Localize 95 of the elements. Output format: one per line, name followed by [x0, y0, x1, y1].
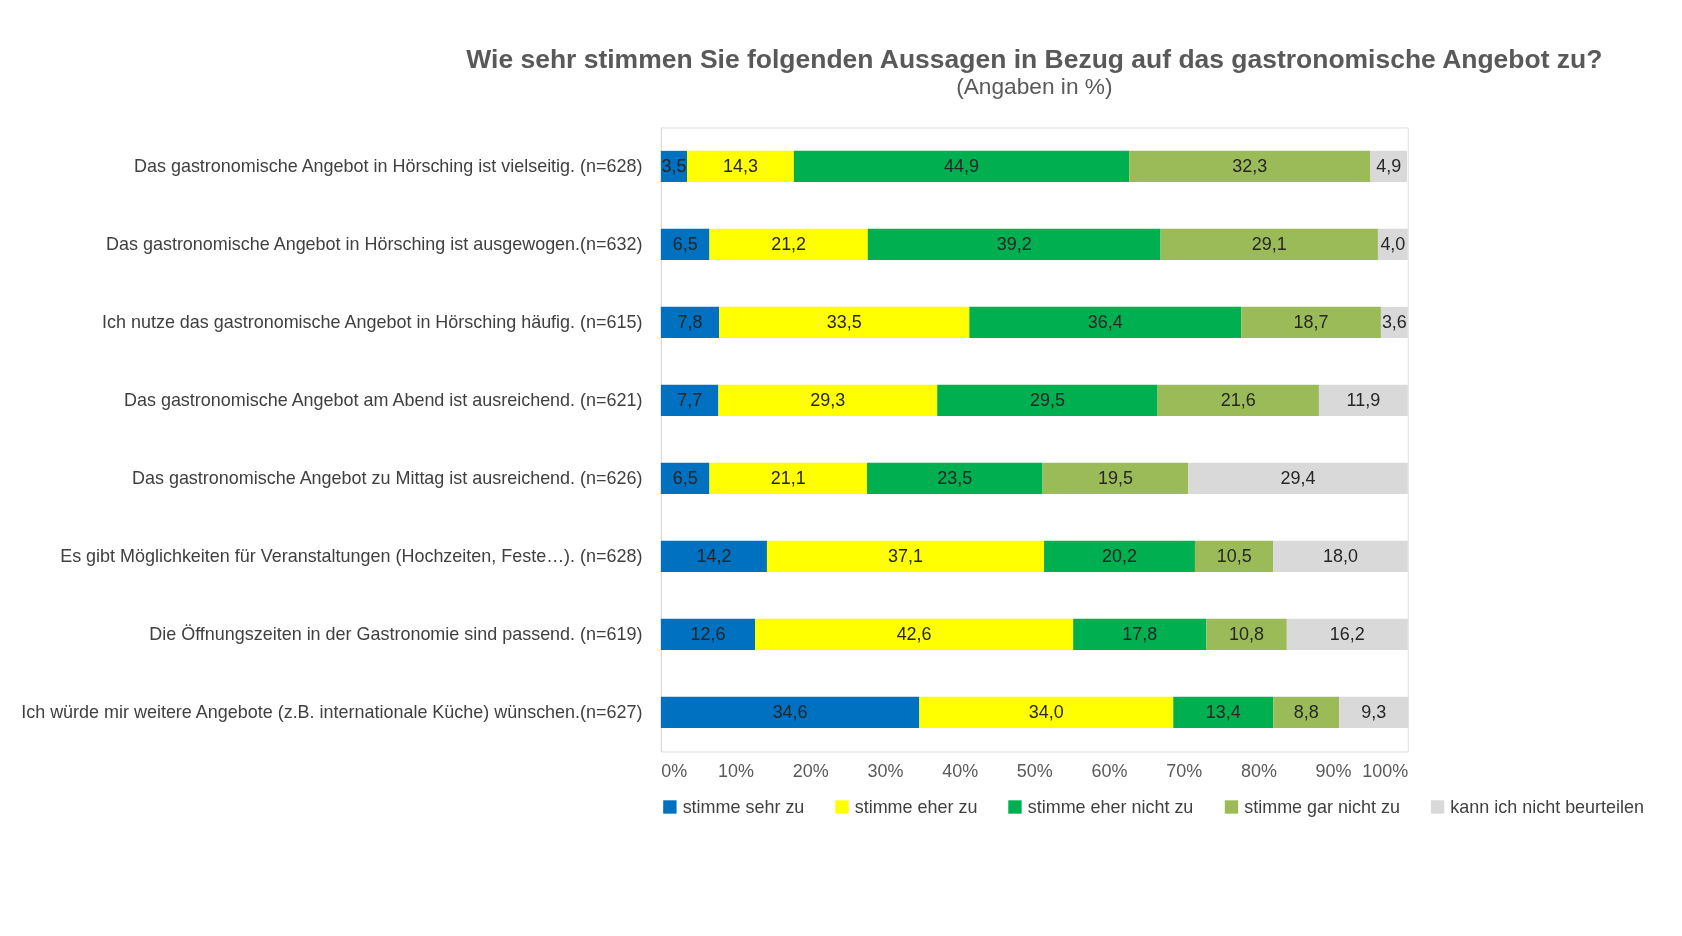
- bar: [793, 150, 1130, 183]
- bar: [867, 462, 1043, 495]
- data-label: 32,3: [1232, 156, 1268, 177]
- data-label: 21,2: [771, 234, 807, 255]
- data-label: 3,6: [1381, 312, 1407, 333]
- x-tick-label: 100%: [1362, 761, 1409, 782]
- data-label: 19,5: [1097, 468, 1133, 489]
- data-label: 18,7: [1293, 312, 1329, 333]
- bar: [1157, 384, 1319, 417]
- x-tick-label: 70%: [1166, 761, 1203, 782]
- data-label: 6,5: [672, 468, 698, 489]
- data-label: 10,5: [1216, 546, 1252, 567]
- bar: [709, 462, 868, 495]
- bar: [919, 696, 1174, 729]
- data-label: 13,4: [1205, 702, 1241, 723]
- y-tick-label: Das gastronomische Angebot zu Mittag ist ausreichend. (n=626): [131, 468, 643, 489]
- y-tick-label: Ich nutze das gastronomische Angebot in Hörsching häufig. (n=615): [102, 312, 643, 333]
- data-label: 29,4: [1280, 468, 1316, 489]
- x-tick-label: 40%: [942, 761, 979, 782]
- legend-label: stimme sehr zu: [682, 796, 805, 817]
- x-tick-label: 80%: [1240, 761, 1277, 782]
- data-label: 21,6: [1220, 390, 1256, 411]
- data-label: 9,3: [1361, 702, 1387, 723]
- bar: [766, 540, 1045, 573]
- bar: [660, 306, 720, 339]
- data-label: 36,4: [1087, 312, 1123, 333]
- bar: [1173, 696, 1274, 729]
- chart-title: Wie sehr stimmen Sie folgenden Aussagen in Bezug auf das gastronomische Angebot zu?: [466, 43, 1603, 74]
- legend-label: stimme eher zu: [854, 796, 978, 817]
- y-tick-label: Das gastronomische Angebot in Hörsching ist ausgewogen.(n=632): [106, 234, 643, 255]
- legend-label: stimme gar nicht zu: [1244, 796, 1400, 817]
- bar: [937, 384, 1158, 417]
- data-label: 29,5: [1029, 390, 1065, 411]
- y-tick-label: Ich würde mir weitere Angebote (z.B. internationale Küche) wünschen.(n=627): [21, 702, 643, 723]
- data-label: 10,8: [1229, 624, 1264, 645]
- data-label: 4,0: [1380, 234, 1406, 255]
- bar: [867, 228, 1161, 261]
- data-label: 6,5: [672, 234, 698, 255]
- data-label: 3,5: [661, 156, 687, 177]
- chart-subtitle: (Angaben in %): [956, 73, 1113, 100]
- data-label: 34,6: [772, 702, 808, 723]
- data-label: 14,3: [722, 156, 758, 177]
- data-label: 29,1: [1251, 234, 1287, 255]
- data-label: 34,0: [1028, 702, 1064, 723]
- x-tick-label: 90%: [1315, 761, 1352, 782]
- data-label: 7,7: [677, 390, 703, 411]
- data-label: 7,8: [677, 312, 703, 333]
- bar: [1129, 150, 1371, 183]
- bar: [1206, 618, 1287, 651]
- x-tick-label: 60%: [1091, 761, 1128, 782]
- bar: [1042, 462, 1189, 495]
- bar: [660, 618, 755, 651]
- data-label: 33,5: [826, 312, 862, 333]
- bar: [1273, 696, 1340, 729]
- bar: [1160, 228, 1378, 261]
- bar: [719, 306, 970, 339]
- data-label: 14,2: [696, 546, 732, 567]
- bar: [718, 384, 938, 417]
- x-tick-label: 50%: [1016, 761, 1053, 782]
- data-label: 16,2: [1329, 624, 1365, 645]
- data-label: 29,3: [810, 390, 846, 411]
- data-label: 21,1: [770, 468, 806, 489]
- bar: [755, 618, 1074, 651]
- y-tick-label: Die Öffnungszeiten in der Gastronomie sind passend. (n=619): [149, 624, 643, 645]
- data-label: 17,8: [1122, 624, 1158, 645]
- y-tick-label: Das gastronomische Angebot am Abend ist ausreichend. (n=621): [123, 390, 643, 411]
- bar: [1241, 306, 1381, 339]
- y-tick-label: Es gibt Möglichkeiten für Veranstaltungen (Hochzeiten, Feste…). (n=628): [60, 546, 643, 567]
- data-label: 39,2: [996, 234, 1032, 255]
- x-tick-label: 30%: [867, 761, 904, 782]
- bar: [709, 228, 868, 261]
- data-label: 11,9: [1346, 390, 1381, 411]
- bar: [687, 150, 794, 183]
- data-label: 44,9: [944, 156, 980, 177]
- legend-label: kann ich nicht beurteilen: [1450, 796, 1644, 817]
- data-label: 20,2: [1102, 546, 1137, 567]
- data-label: 12,6: [690, 624, 726, 645]
- bar: [969, 306, 1242, 339]
- bar: [660, 540, 767, 573]
- bar: [1194, 540, 1274, 573]
- bar: [660, 696, 920, 729]
- data-label: 8,8: [1293, 702, 1319, 723]
- data-label: 37,1: [888, 546, 923, 567]
- bar: [1073, 618, 1207, 651]
- data-label: 18,0: [1323, 546, 1359, 567]
- x-tick-label: 10%: [718, 761, 755, 782]
- y-tick-label: Das gastronomische Angebot in Hörsching ist vielseitig. (n=628): [134, 156, 643, 177]
- bar: [660, 384, 719, 417]
- data-label: 4,9: [1376, 156, 1402, 177]
- legend-label: stimme eher nicht zu: [1027, 796, 1194, 817]
- bar: [1044, 540, 1195, 573]
- data-label: 42,6: [896, 624, 932, 645]
- data-label: 23,5: [937, 468, 973, 489]
- x-tick-label: 0%: [661, 761, 688, 782]
- x-tick-label: 20%: [792, 761, 829, 782]
